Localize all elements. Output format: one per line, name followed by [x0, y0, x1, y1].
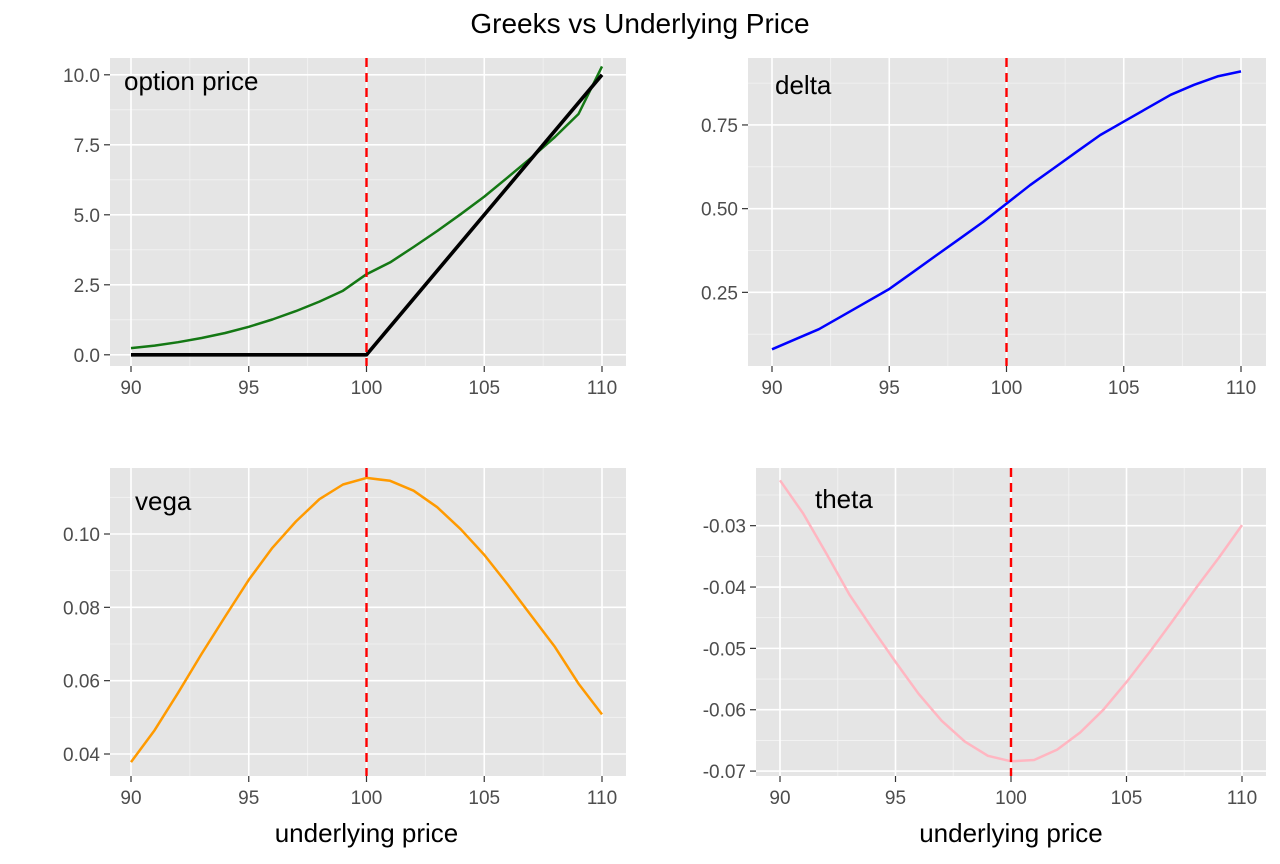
- panel-vega: 90 95 100 105 110 0.04 0.06 0.08 0.10 vega underly…: [63, 468, 626, 848]
- y-tick-label: 7.5: [74, 136, 100, 157]
- y-tick-label: -0.06: [703, 701, 746, 722]
- y-tick-label: -0.05: [703, 639, 746, 660]
- y-tick-label: -0.03: [703, 517, 746, 538]
- y-tick-label: 0.04: [63, 745, 100, 766]
- x-tick-label: 90: [120, 788, 141, 809]
- panel-label: vega: [135, 486, 192, 516]
- series-line-0: [129, 476, 603, 763]
- y-tick-label: 5.0: [74, 206, 100, 227]
- x-axis-label: underlying price: [919, 818, 1103, 848]
- x-tick-label: 105: [1111, 788, 1143, 809]
- chart-title: Greeks vs Underlying Price: [470, 8, 809, 39]
- x-tick-label: 105: [1108, 378, 1140, 399]
- y-tick-label: 0.0: [74, 346, 100, 367]
- y-tick-label: 0.10: [63, 525, 100, 546]
- panel-label: theta: [815, 484, 873, 514]
- x-tick-label: 95: [238, 788, 259, 809]
- y-tick-label: 0.25: [701, 283, 738, 304]
- y-tick-label: 2.5: [74, 276, 100, 297]
- x-tick-label: 105: [468, 788, 500, 809]
- y-tick-label: 0.50: [701, 200, 738, 221]
- x-tick-label: 95: [238, 378, 259, 399]
- x-tick-label: 100: [351, 788, 383, 809]
- x-tick-label: 105: [468, 378, 500, 399]
- y-tick-label: -0.04: [703, 578, 747, 599]
- panel-delta: 90 95 100 105 110 0.25 0.50 0.75 delta: [701, 58, 1266, 399]
- x-tick-label: 110: [587, 788, 617, 809]
- panel-option-price: 90 95 100 105 110 0.0 2.5 5.0 7.5 10.0 option pric…: [63, 58, 626, 399]
- x-tick-label: 110: [1226, 378, 1256, 399]
- panel-theta: 90 95 100 105 110 -0.07 -0.06 -0.05 -0.04 -0.03 th…: [703, 468, 1266, 848]
- y-tick-label: 10.0: [63, 66, 100, 87]
- x-tick-label: 100: [991, 378, 1023, 399]
- panel-label: delta: [775, 70, 832, 100]
- y-tick-label: -0.07: [703, 762, 746, 783]
- x-tick-label: 95: [885, 788, 906, 809]
- panel-background: [110, 468, 626, 776]
- x-tick-label: 100: [351, 378, 383, 399]
- y-tick-label: 0.06: [63, 672, 100, 693]
- series-line-1: [131, 73, 604, 357]
- x-tick-label: 100: [995, 788, 1027, 809]
- series-line-0: [771, 70, 1242, 351]
- x-tick-label: 90: [120, 378, 141, 399]
- y-tick-label: 0.08: [63, 598, 100, 619]
- x-tick-label: 90: [761, 378, 782, 399]
- x-axis-label: underlying price: [275, 818, 459, 848]
- x-tick-label: 110: [587, 378, 617, 399]
- panel-label: option price: [124, 66, 258, 96]
- y-tick-label: 0.75: [701, 116, 738, 137]
- panel-background: [110, 58, 626, 366]
- x-tick-label: 110: [1227, 788, 1257, 809]
- x-tick-label: 95: [879, 378, 900, 399]
- x-tick-label: 90: [769, 788, 790, 809]
